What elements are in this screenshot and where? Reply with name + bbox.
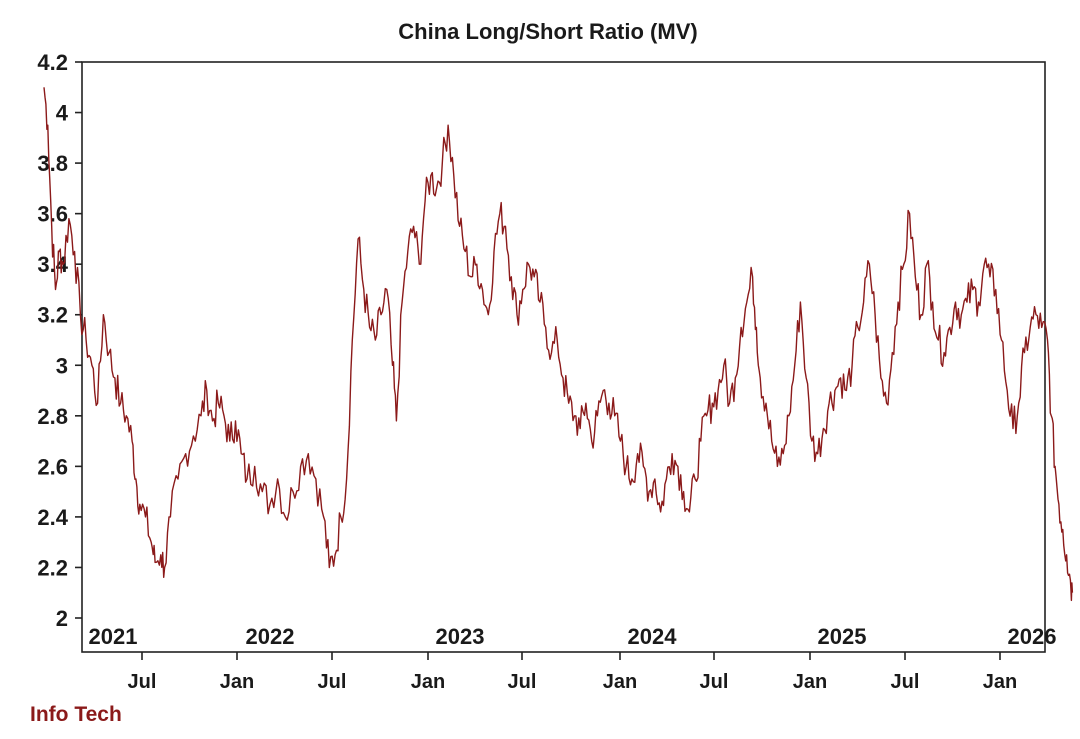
y-tick-label: 3.8 xyxy=(37,151,68,176)
x-year-label: 2024 xyxy=(628,624,678,649)
y-tick-label: 2.2 xyxy=(37,555,68,580)
x-month-label: Jul xyxy=(508,671,537,693)
footer-label: Info Tech xyxy=(30,703,122,726)
y-tick-label: 4.2 xyxy=(37,50,68,75)
y-tick-label: 4 xyxy=(56,101,69,126)
y-tick-label: 3.2 xyxy=(37,303,68,328)
x-month-label: Jan xyxy=(411,671,445,693)
x-year-label: 2022 xyxy=(246,624,295,649)
series-group xyxy=(43,87,1074,602)
x-year-label: 2026 xyxy=(1008,624,1057,649)
y-tick-label: 2.8 xyxy=(37,404,68,429)
x-year-label: 2023 xyxy=(436,624,485,649)
x-month-label: Jan xyxy=(793,671,827,693)
x-month-label: Jul xyxy=(891,671,920,693)
chart-title: China Long/Short Ratio (MV) xyxy=(398,19,697,44)
x-month-label: Jan xyxy=(983,671,1017,693)
x-month-label: Jan xyxy=(220,671,254,693)
x-month-label: Jul xyxy=(318,671,347,693)
x-year-label: 2025 xyxy=(818,624,867,649)
x-month-label: Jul xyxy=(700,671,729,693)
series-line xyxy=(43,87,1074,602)
x-year-label: 2021 xyxy=(89,624,138,649)
x-axis: 2021 2022 2023 2024 2025 2026 Jul Jan Jul Jan Jul J… xyxy=(89,624,1057,693)
y-tick-label: 3.6 xyxy=(37,202,68,227)
y-tick-label: 2 xyxy=(56,606,68,631)
x-month-label: Jul xyxy=(128,671,157,693)
y-axis: 4.243.83.63.43.232.82.62.42.22 xyxy=(37,50,82,631)
x-month-label: Jan xyxy=(603,671,637,693)
y-tick-label: 2.6 xyxy=(37,454,68,479)
y-tick-label: 3 xyxy=(56,353,68,378)
y-tick-label: 2.4 xyxy=(37,505,68,530)
plot-area-frame xyxy=(81,61,1046,653)
